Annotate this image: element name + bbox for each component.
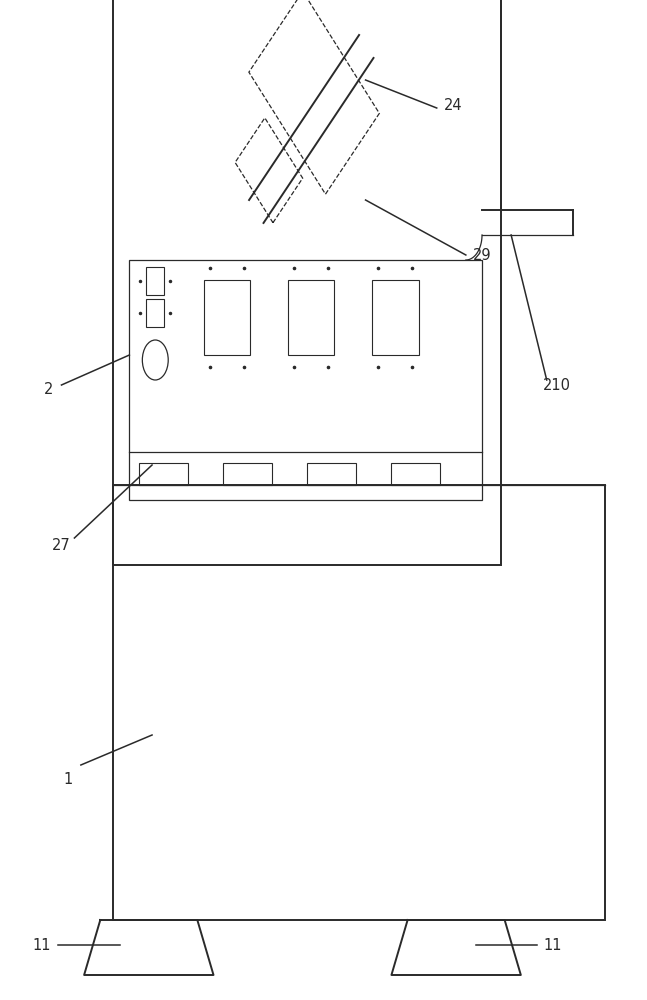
Text: 2: 2 bbox=[44, 382, 53, 397]
Polygon shape bbox=[391, 920, 521, 975]
Text: 210: 210 bbox=[542, 377, 571, 392]
Bar bbox=[223, 463, 272, 485]
Bar bbox=[129, 260, 482, 500]
Bar bbox=[146, 267, 164, 295]
Bar bbox=[288, 280, 334, 355]
Polygon shape bbox=[84, 920, 214, 975]
Text: 24: 24 bbox=[444, 98, 462, 112]
Text: 29: 29 bbox=[473, 247, 491, 262]
Bar bbox=[113, 0, 501, 565]
Bar bbox=[204, 280, 250, 355]
Bar bbox=[307, 463, 356, 485]
Bar bbox=[113, 485, 605, 920]
Bar bbox=[146, 299, 164, 327]
Text: 27: 27 bbox=[52, 538, 71, 552]
Bar bbox=[139, 463, 188, 485]
Text: 11: 11 bbox=[33, 938, 51, 952]
Text: 1: 1 bbox=[63, 772, 72, 788]
Bar bbox=[391, 463, 440, 485]
Bar bbox=[372, 280, 419, 355]
Text: 11: 11 bbox=[544, 938, 562, 952]
